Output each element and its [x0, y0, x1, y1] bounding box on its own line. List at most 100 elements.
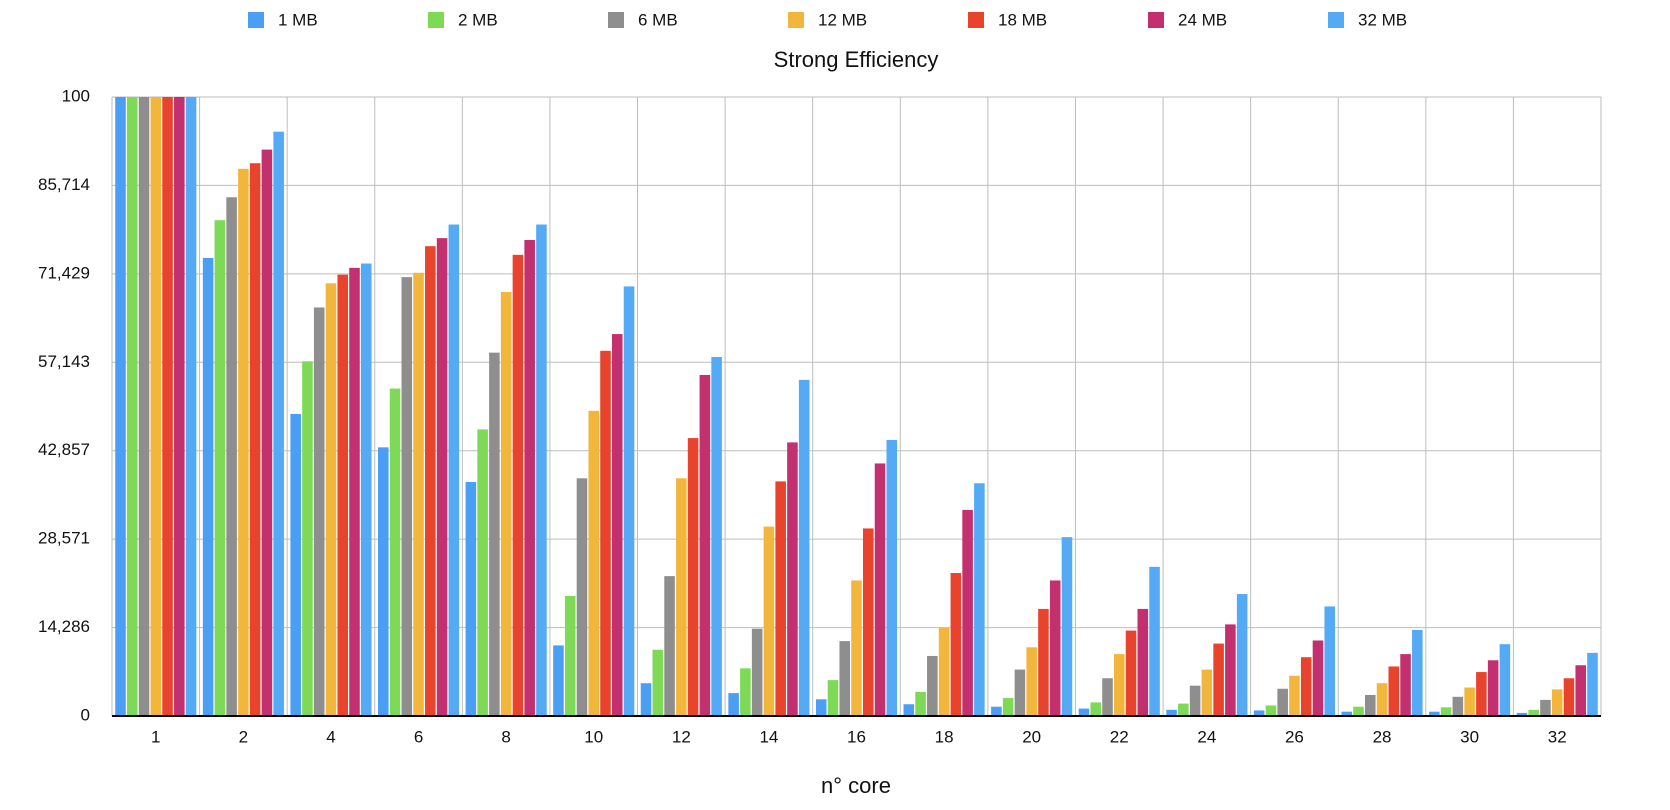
x-tick-label: 16: [847, 727, 866, 746]
bar: [1236, 594, 1248, 716]
bar: [600, 350, 611, 716]
bar: [1464, 687, 1475, 716]
legend-label: 12 MB: [818, 10, 867, 29]
bar: [1090, 702, 1102, 716]
y-tick-label: 71,429: [38, 263, 90, 282]
x-tick-label: 10: [584, 727, 603, 746]
bar: [1300, 657, 1312, 716]
chart-title: Strong Efficiency: [774, 47, 939, 72]
bar: [938, 627, 950, 716]
bar: [115, 97, 126, 716]
bar: [1364, 694, 1376, 716]
bar: [337, 274, 349, 716]
bar: [185, 97, 197, 716]
bar: [1452, 696, 1464, 716]
bar: [1078, 708, 1090, 716]
bar: [360, 263, 372, 716]
legend-swatch: [968, 12, 984, 28]
bar: [238, 168, 249, 716]
bar: [1002, 698, 1014, 716]
x-tick-label: 12: [672, 727, 691, 746]
bar: [1213, 643, 1224, 716]
bar: [1061, 537, 1073, 716]
bar: [202, 257, 214, 716]
bar: [588, 410, 600, 716]
bar: [1376, 683, 1388, 716]
legend-swatch: [1328, 12, 1344, 28]
bar: [1178, 703, 1189, 716]
bar: [302, 361, 313, 716]
bar: [1102, 678, 1113, 716]
bar: [214, 220, 226, 716]
bar: [1563, 678, 1575, 716]
bar: [1440, 707, 1452, 716]
bar: [1125, 630, 1137, 716]
bar: [1038, 608, 1049, 716]
y-tick-label: 100: [62, 86, 90, 105]
bar: [174, 97, 185, 716]
bar: [815, 699, 827, 716]
x-axis-label: n° core: [821, 773, 891, 798]
legend-label: 24 MB: [1178, 10, 1227, 29]
bar: [1289, 675, 1300, 716]
bar: [413, 272, 424, 716]
legend-label: 6 MB: [638, 10, 678, 29]
legend-swatch: [608, 12, 624, 28]
bar: [664, 576, 675, 716]
bar: [1540, 699, 1551, 716]
bar: [1516, 712, 1528, 716]
bar: [273, 131, 284, 716]
bar: [1277, 688, 1288, 716]
bar: [524, 239, 535, 716]
x-tick-label: 26: [1285, 727, 1304, 746]
x-tick-label: 32: [1548, 727, 1567, 746]
bar: [699, 374, 711, 716]
bar: [623, 286, 635, 716]
bar: [1476, 672, 1487, 716]
legend-swatch: [248, 12, 264, 28]
bar: [927, 655, 938, 716]
bar: [1312, 640, 1324, 716]
bar: [1353, 706, 1364, 716]
bar: [477, 429, 488, 716]
bar: [553, 645, 564, 716]
bar: [126, 97, 138, 716]
bar: [962, 509, 973, 716]
bar: [290, 413, 301, 716]
y-tick-label: 85,714: [38, 175, 90, 194]
bar: [389, 388, 401, 716]
x-tick-label: 30: [1460, 727, 1479, 746]
bar: [1324, 606, 1336, 716]
bar: [1388, 666, 1400, 716]
bar: [728, 693, 739, 716]
bar: [1014, 669, 1026, 716]
y-tick-label: 42,857: [38, 440, 90, 459]
bar: [500, 291, 512, 716]
bar: [1137, 608, 1149, 716]
bar: [1113, 654, 1125, 716]
x-tick-label: 20: [1022, 727, 1041, 746]
bar: [448, 224, 460, 717]
x-tick-label: 28: [1373, 727, 1392, 746]
legend-label: 18 MB: [998, 10, 1047, 29]
bar: [226, 197, 237, 716]
bar: [763, 526, 775, 716]
bar: [1575, 665, 1587, 716]
bar: [1499, 644, 1511, 716]
bar: [261, 149, 273, 717]
y-tick-label: 14,286: [38, 617, 90, 636]
bar: [465, 482, 477, 716]
bar: [1225, 624, 1236, 716]
bar: [915, 691, 926, 716]
bar: [436, 238, 448, 716]
legend-swatch: [788, 12, 804, 28]
bar: [991, 706, 1002, 716]
bar: [1412, 629, 1423, 716]
x-tick-label: 18: [935, 727, 954, 746]
bar: [162, 97, 173, 716]
bar: [950, 573, 962, 716]
bar: [874, 463, 886, 716]
bar: [827, 680, 839, 716]
bar: [903, 704, 915, 716]
bar: [740, 668, 751, 716]
